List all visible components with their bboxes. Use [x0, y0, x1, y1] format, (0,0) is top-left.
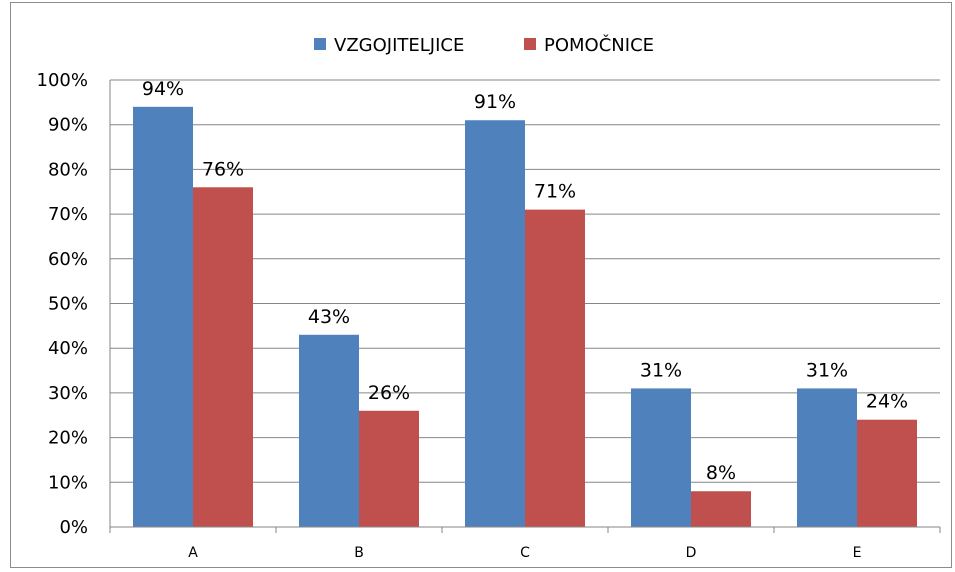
- y-tick-label: 50%: [48, 294, 88, 315]
- data-label: 26%: [368, 382, 410, 404]
- data-label: 43%: [308, 306, 350, 328]
- bar: [133, 106, 193, 527]
- legend-swatch: [314, 38, 326, 50]
- data-label: 24%: [866, 391, 908, 413]
- x-tick-label: B: [354, 545, 364, 561]
- y-tick-label: 80%: [48, 159, 88, 180]
- data-label: 76%: [202, 158, 244, 180]
- data-label: 94%: [142, 78, 184, 100]
- data-label: 91%: [474, 91, 516, 113]
- legend-swatch: [524, 38, 536, 50]
- x-tick-label: E: [853, 545, 862, 561]
- y-tick-label: 0%: [59, 517, 88, 538]
- bar: [631, 388, 691, 527]
- data-label: 31%: [806, 359, 848, 381]
- y-axis-tick-labels: 0% 10% 20% 30% 40% 50% 60% 70% 80% 90% 100%: [37, 70, 88, 538]
- y-tick-label: 40%: [48, 338, 88, 359]
- bar: [299, 334, 359, 527]
- legend-label: POMOČNICE: [544, 34, 654, 56]
- legend: VZGOJITELJICE POMOČNICE: [314, 34, 654, 56]
- data-label: 31%: [640, 359, 682, 381]
- bar: [359, 410, 419, 527]
- y-tick-label: 90%: [48, 115, 88, 136]
- x-tick-label: A: [188, 545, 198, 561]
- y-tick-label: 20%: [48, 428, 88, 449]
- data-label: 71%: [534, 181, 576, 203]
- y-tick-label: 30%: [48, 383, 88, 404]
- data-labels: 94% 43% 91% 31% 31% 76% 26% 71% 8% 24%: [142, 78, 908, 484]
- bar: [857, 419, 917, 527]
- bar: [465, 120, 525, 527]
- y-tick-label: 100%: [37, 70, 88, 91]
- y-tick-label: 70%: [48, 204, 88, 225]
- bar: [797, 388, 857, 527]
- x-tick-label: D: [686, 545, 697, 561]
- x-axis-tick-labels: A B C D E: [188, 545, 861, 561]
- x-axis: [109, 80, 941, 533]
- data-label: 8%: [706, 462, 736, 484]
- x-tick-label: C: [520, 545, 530, 561]
- bar: [193, 187, 253, 527]
- y-tick-label: 60%: [48, 249, 88, 270]
- bar: [525, 209, 585, 527]
- y-tick-label: 10%: [48, 472, 88, 493]
- bars: [133, 106, 917, 527]
- legend-label: VZGOJITELJICE: [334, 35, 464, 56]
- bar: [691, 491, 751, 527]
